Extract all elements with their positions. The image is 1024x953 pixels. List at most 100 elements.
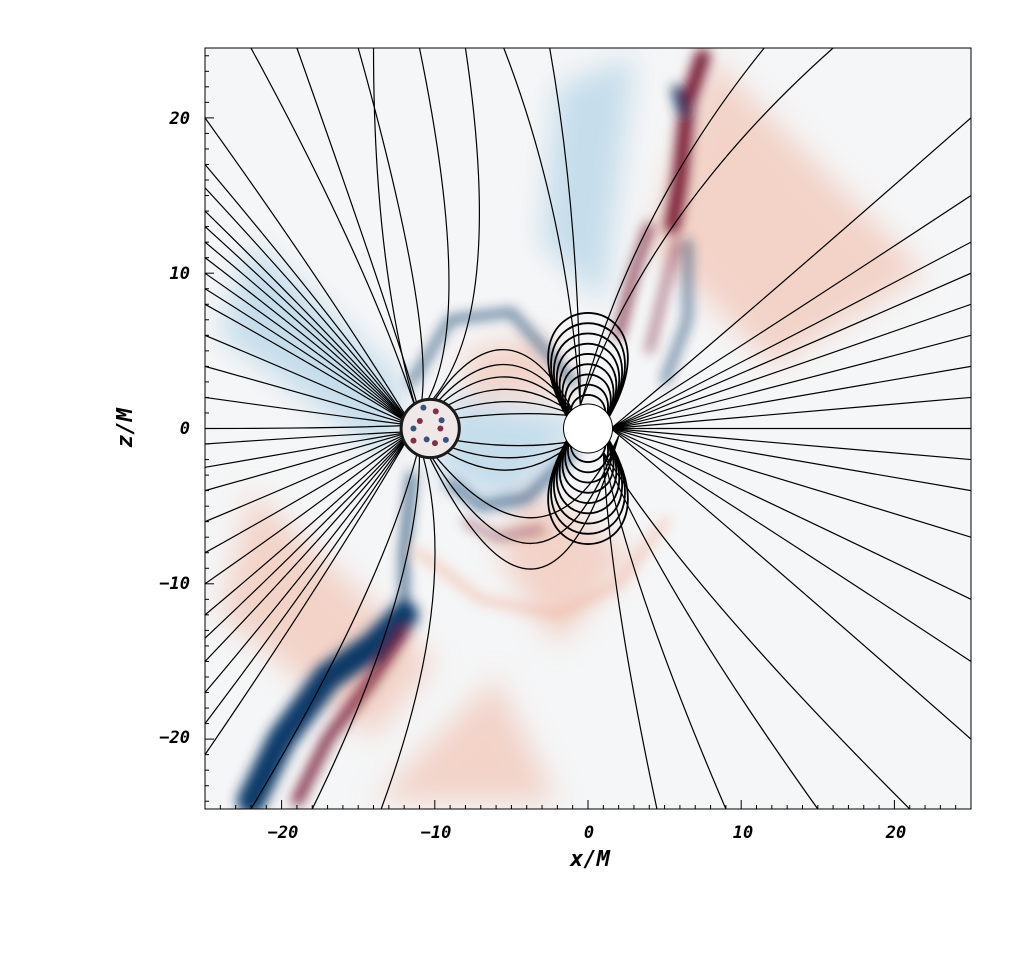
field-line bbox=[602, 451, 819, 809]
field-line bbox=[610, 272, 971, 430]
current-sheet bbox=[671, 84, 688, 117]
field-line bbox=[553, 428, 623, 525]
field-line bbox=[564, 373, 612, 429]
field-line bbox=[567, 428, 609, 474]
field-line bbox=[550, 322, 626, 429]
y-tick-label: 0 bbox=[180, 419, 190, 439]
field-line bbox=[205, 431, 412, 492]
field-line bbox=[610, 427, 971, 461]
field-line bbox=[357, 48, 424, 414]
field-line bbox=[547, 312, 629, 429]
field-line bbox=[555, 428, 621, 515]
field-line bbox=[205, 431, 413, 724]
current-sheet bbox=[462, 519, 545, 540]
field-line bbox=[205, 303, 413, 426]
current-sheet bbox=[665, 48, 710, 234]
current-sheet bbox=[614, 222, 654, 340]
current-sheet bbox=[237, 600, 419, 809]
plot-area bbox=[205, 48, 971, 809]
field-line bbox=[610, 117, 971, 429]
field-line bbox=[205, 210, 413, 426]
x-tick-label: −20 bbox=[268, 823, 299, 843]
interior-mark bbox=[442, 436, 449, 443]
field-line bbox=[610, 396, 971, 430]
field-line bbox=[205, 431, 412, 445]
current-sheet bbox=[408, 308, 577, 386]
field-line bbox=[555, 342, 621, 429]
current-sheets bbox=[237, 48, 710, 809]
field-line bbox=[205, 431, 413, 554]
x-tick-label: −10 bbox=[421, 823, 452, 843]
field-line bbox=[561, 363, 615, 429]
field-line bbox=[553, 332, 623, 429]
y-tick-label: 10 bbox=[170, 264, 190, 284]
interior-mark bbox=[410, 437, 417, 444]
y-tick-label: −20 bbox=[159, 728, 190, 748]
field-region bbox=[434, 397, 588, 507]
field-line bbox=[205, 187, 413, 426]
y-axis-label: z/M bbox=[113, 407, 138, 447]
field-lines bbox=[205, 48, 971, 809]
field-line bbox=[205, 272, 413, 426]
current-sheet bbox=[400, 471, 416, 619]
color-field bbox=[220, 48, 926, 809]
field-line bbox=[610, 241, 971, 430]
current-sheet bbox=[415, 517, 669, 620]
field-line bbox=[205, 431, 413, 755]
field-line bbox=[610, 428, 971, 740]
x-tick-labels: −20 −10 0 10 20 bbox=[268, 823, 907, 843]
y-tick-label: −10 bbox=[159, 574, 190, 594]
axis-ticks bbox=[204, 55, 972, 809]
interior-mark bbox=[423, 436, 430, 443]
current-sheet bbox=[446, 448, 577, 510]
field-line bbox=[610, 427, 971, 492]
field-line bbox=[610, 427, 971, 538]
field-line bbox=[610, 195, 971, 430]
field-line bbox=[205, 431, 413, 639]
field-line bbox=[610, 334, 971, 430]
field-line bbox=[610, 427, 971, 662]
field-line bbox=[550, 428, 626, 535]
field-line bbox=[205, 431, 412, 468]
field-line bbox=[296, 48, 421, 414]
field-line bbox=[372, 48, 421, 421]
field-line bbox=[205, 334, 413, 426]
x-tick-label: 10 bbox=[733, 823, 753, 843]
field-line bbox=[610, 303, 971, 430]
field-line bbox=[205, 431, 413, 585]
neutron-star bbox=[399, 397, 461, 460]
field-line bbox=[419, 48, 480, 414]
field-line bbox=[567, 383, 609, 429]
field-region bbox=[373, 676, 558, 802]
field-line bbox=[205, 117, 413, 426]
field-line bbox=[602, 451, 658, 809]
field-line bbox=[205, 288, 413, 426]
field-line bbox=[205, 431, 413, 616]
interior-mark bbox=[420, 404, 427, 411]
interior-mark bbox=[416, 417, 423, 424]
field-line bbox=[205, 226, 413, 426]
field-line bbox=[205, 257, 413, 426]
field-line bbox=[311, 444, 421, 809]
field-line bbox=[547, 428, 629, 545]
field-line bbox=[503, 48, 581, 406]
field-line bbox=[418, 435, 620, 519]
black-hole bbox=[562, 403, 614, 454]
x-tick-label: 20 bbox=[885, 823, 906, 843]
field-line bbox=[205, 431, 413, 693]
field-line bbox=[205, 365, 412, 426]
field-line bbox=[205, 431, 413, 523]
field-line bbox=[579, 48, 765, 406]
field-line bbox=[418, 48, 450, 414]
field-region bbox=[649, 55, 926, 367]
field-line bbox=[380, 443, 436, 809]
field-line bbox=[610, 427, 971, 600]
field-line bbox=[418, 435, 620, 570]
field-region bbox=[220, 242, 405, 460]
interior-mark bbox=[438, 417, 445, 424]
x-axis-label: x/M bbox=[569, 847, 610, 872]
field-line bbox=[558, 353, 618, 429]
x-tick-label: 0 bbox=[584, 823, 594, 843]
field-line bbox=[579, 48, 834, 406]
